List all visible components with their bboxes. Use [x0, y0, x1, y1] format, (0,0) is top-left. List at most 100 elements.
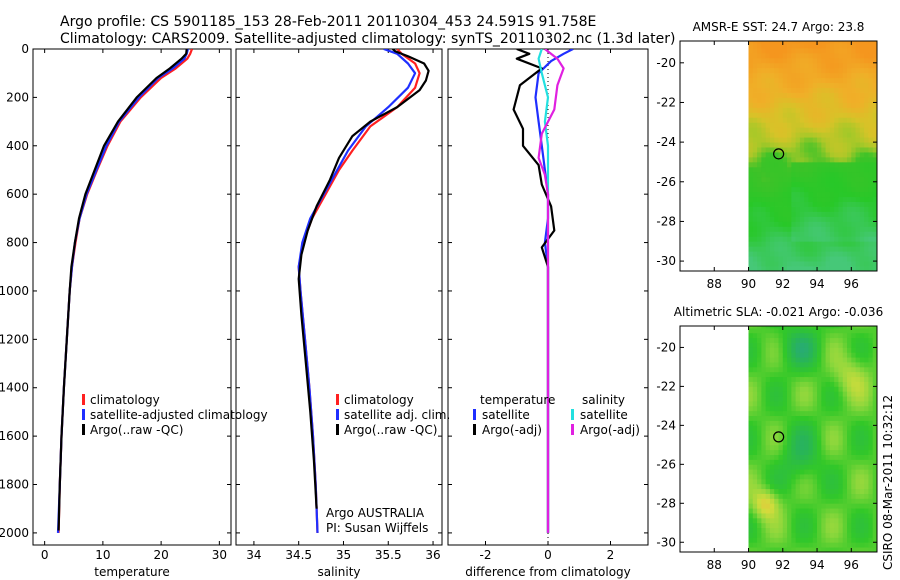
map-cell — [821, 522, 827, 529]
map-cell — [752, 326, 758, 329]
map-cell — [774, 532, 779, 538]
map-cell — [821, 176, 827, 183]
map-cell — [855, 464, 861, 470]
map-cell — [847, 371, 852, 378]
map-cell — [847, 347, 852, 353]
map-cell — [765, 152, 771, 158]
map-cell — [791, 474, 797, 480]
map-cell — [757, 152, 762, 158]
map-cell — [847, 67, 852, 74]
map-cell — [825, 221, 831, 227]
map-cell — [872, 161, 878, 168]
map-cell — [851, 347, 856, 353]
map-cell — [859, 82, 865, 88]
map-cell — [799, 87, 805, 93]
map-cell — [825, 246, 831, 252]
map-cell — [838, 513, 844, 519]
map-cell — [804, 251, 809, 257]
map-cell — [774, 266, 779, 272]
map-cell — [808, 371, 814, 378]
map-cell — [795, 97, 801, 103]
map-cell — [795, 449, 801, 455]
map-cell — [821, 386, 827, 392]
map-cell — [851, 444, 856, 451]
sst_map-frame — [679, 40, 878, 272]
map-cell — [782, 206, 788, 212]
map-cell — [855, 132, 861, 138]
map-cell — [799, 508, 805, 514]
map-cell — [855, 246, 861, 252]
map-cell — [872, 117, 878, 123]
map-cell — [834, 152, 839, 158]
map-cell — [829, 171, 835, 178]
map-cell — [847, 401, 852, 407]
map-cell — [812, 82, 818, 88]
map-cell — [825, 430, 831, 436]
map-cell — [752, 352, 758, 358]
map-cell — [791, 97, 797, 103]
series-line-argo — [57, 49, 188, 531]
map-cell — [834, 137, 839, 143]
map-cell — [847, 517, 852, 524]
map-cell — [829, 246, 835, 252]
map-cell — [872, 527, 878, 533]
map-cell — [804, 362, 809, 368]
map-cell — [787, 161, 792, 168]
map-cell — [834, 376, 839, 382]
map-cell — [812, 366, 818, 373]
map-cell — [855, 386, 861, 392]
map-cell — [769, 191, 775, 198]
map-cell — [778, 77, 784, 84]
map-cell — [859, 326, 865, 329]
map-cell — [829, 42, 835, 49]
map-cell — [791, 186, 797, 193]
map-cell — [787, 246, 792, 252]
map-cell — [864, 107, 869, 113]
map-cell — [868, 47, 874, 54]
x-tick-label: 92 — [775, 277, 790, 291]
map-cell — [838, 102, 844, 108]
map-cell — [808, 401, 814, 407]
map-cell — [859, 483, 865, 490]
map-cell — [838, 176, 844, 183]
map-cell — [864, 435, 869, 441]
map-cell — [804, 142, 809, 148]
map-cell — [868, 474, 874, 480]
map-cell — [842, 326, 848, 329]
map-cell — [829, 47, 835, 54]
map-cell — [825, 396, 831, 402]
map-cell — [817, 493, 822, 499]
map-cell — [765, 464, 771, 470]
map-cell — [842, 171, 848, 178]
map-cell — [748, 92, 754, 98]
map-cell — [812, 142, 818, 148]
map-cell — [787, 371, 792, 378]
map-cell — [821, 52, 827, 59]
map-cell — [808, 405, 814, 412]
map-cell — [791, 542, 797, 548]
map-cell — [825, 152, 831, 158]
map-cell — [769, 137, 775, 143]
map-cell — [804, 420, 809, 426]
map-cell — [804, 493, 809, 499]
map-cell — [791, 517, 797, 524]
map-cell — [782, 527, 788, 533]
map-cell — [821, 459, 827, 465]
map-cell — [765, 401, 771, 407]
map-cell — [795, 352, 801, 358]
map-cell — [752, 371, 758, 378]
map-cell — [855, 201, 861, 207]
map-cell — [795, 67, 801, 74]
map-cell — [812, 52, 818, 59]
map-cell — [748, 469, 754, 475]
map-cell — [808, 226, 814, 232]
map-cell — [765, 483, 771, 490]
map-cell — [757, 261, 762, 267]
map-cell — [791, 357, 797, 363]
map-cell — [829, 454, 835, 460]
map-cell — [791, 444, 797, 451]
map-cell — [855, 221, 861, 227]
map-cell — [769, 186, 775, 193]
map-cell — [761, 127, 767, 133]
map-cell — [752, 191, 758, 198]
